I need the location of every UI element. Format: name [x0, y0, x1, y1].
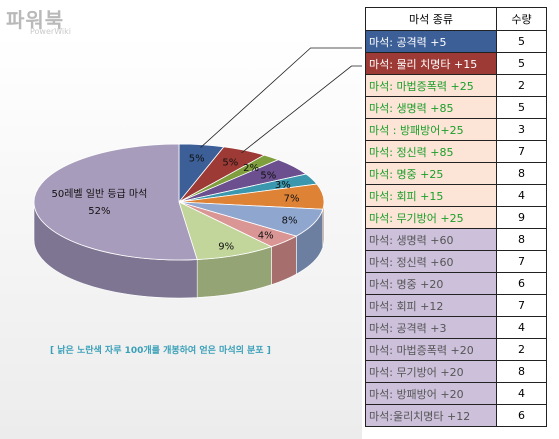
table-row: 마석: 마법증폭력 +25 2	[365, 74, 547, 97]
table-row: 마석: 마법증폭력 +20 2	[365, 338, 547, 361]
row-count: 6	[496, 272, 547, 295]
header-count: 수량	[496, 7, 547, 31]
row-count: 5	[496, 30, 547, 53]
table-body: 마석: 공격력 +5 5 마석: 물리 치명타 +15 5 마석: 마법증폭력 +25 2…	[365, 30, 547, 427]
row-name: 마석: 물리 치명타 +15	[365, 52, 497, 75]
row-name: 마석 : 방패방어+25	[365, 118, 497, 141]
table-row: 마석: 생명력 +60 8	[365, 228, 547, 251]
slice-percent-label: 5%	[222, 158, 238, 169]
table-row: 마석: 정신력 +85 7	[365, 140, 547, 163]
row-name: 마석: 공격력 +3	[365, 316, 497, 339]
row-count: 5	[496, 52, 547, 75]
row-count: 8	[496, 228, 547, 251]
row-count: 7	[496, 140, 547, 163]
row-count: 4	[496, 382, 547, 405]
watermark-subtitle: PowerWiki	[30, 27, 71, 36]
table-row: 마석: 명중 +20 6	[365, 272, 547, 295]
row-name: 마석: 무기방어 +25	[365, 206, 497, 229]
slice-percent-label: 52%	[88, 206, 110, 217]
chart-caption: [ 낡은 노란색 자루 100개를 개봉하여 얻은 마석의 분포 ]	[50, 346, 271, 356]
row-name: 마석:울리치명타 +12	[365, 404, 497, 427]
pie-slice	[178, 201, 273, 260]
table-row: 마석: 공격력 +5 5	[365, 30, 547, 53]
slice-percent-label: 2%	[243, 163, 259, 174]
header-name: 마석 종류	[365, 7, 497, 31]
table-row: 마석: 생명력 +85 5	[365, 96, 547, 119]
row-count: 4	[496, 316, 547, 339]
row-count: 7	[496, 250, 547, 273]
slice-percent-label: 4%	[258, 231, 274, 242]
distribution-table: 마석 종류 수량 마석: 공격력 +5 5 마석: 물리 치명타 +15 5 마석: 마…	[365, 7, 547, 427]
leader-line	[241, 65, 362, 154]
table-header-row: 마석 종류 수량	[365, 7, 547, 31]
row-name: 마석: 방패방어 +20	[365, 382, 497, 405]
table-row: 마석: 정신력 +60 7	[365, 250, 547, 273]
row-name: 마석: 무기방어 +20	[365, 360, 497, 383]
watermark-logo: 파워북	[6, 8, 65, 32]
table-row: 마석:울리치명타 +12 6	[365, 404, 547, 427]
slice-title-label: 50레벨 일반 등급 마석	[51, 188, 147, 200]
slice-percent-label: 5%	[260, 170, 276, 181]
row-count: 3	[496, 118, 547, 141]
table-row: 마석: 방패방어 +20 4	[365, 382, 547, 405]
row-name: 마석: 공격력 +5	[365, 30, 497, 53]
table-row: 마석: 회피 +12 7	[365, 294, 547, 317]
row-count: 9	[496, 206, 547, 229]
slice-percent-label: 8%	[282, 216, 298, 227]
table-row: 마석: 명중 +25 8	[365, 162, 547, 185]
slice-percent-label: 9%	[218, 242, 234, 253]
row-name: 마석: 명중 +20	[365, 272, 497, 295]
row-name: 마석: 정신력 +60	[365, 250, 497, 273]
pie-slice	[33, 143, 198, 261]
table-row: 마석: 공격력 +3 4	[365, 316, 547, 339]
row-count: 8	[496, 162, 547, 185]
row-count: 7	[496, 294, 547, 317]
table-row: 마석: 물리 치명타 +15 5	[365, 52, 547, 75]
row-name: 마석: 회피 +15	[365, 184, 497, 207]
slice-percent-label: 7%	[284, 194, 300, 205]
row-count: 2	[496, 338, 547, 361]
row-name: 마석: 명중 +25	[365, 162, 497, 185]
row-name: 마석: 회피 +12	[365, 294, 497, 317]
slice-percent-label: 3%	[275, 180, 291, 191]
row-count: 5	[496, 96, 547, 119]
row-name: 마석: 생명력 +85	[365, 96, 497, 119]
row-name: 마석: 마법증폭력 +25	[365, 74, 497, 97]
row-name: 마석: 생명력 +60	[365, 228, 497, 251]
table-row: 마석: 무기방어 +25 9	[365, 206, 547, 229]
row-count: 2	[496, 74, 547, 97]
table-row: 마석: 회피 +15 4	[365, 184, 547, 207]
row-name: 마석: 마법증폭력 +20	[365, 338, 497, 361]
slice-percent-label: 5%	[189, 153, 205, 164]
row-count: 4	[496, 184, 547, 207]
chart-area: 파워북 PowerWiki 5% 5% 2% 5% 3% 7% 8% 4% 9% 50레벨 일반 …	[0, 0, 362, 439]
leader-line	[200, 47, 362, 148]
row-count: 8	[496, 360, 547, 383]
row-count: 6	[496, 404, 547, 427]
row-name: 마석: 정신력 +85	[365, 140, 497, 163]
table-row: 마석 : 방패방어+25 3	[365, 118, 547, 141]
table-row: 마석: 무기방어 +20 8	[365, 360, 547, 383]
